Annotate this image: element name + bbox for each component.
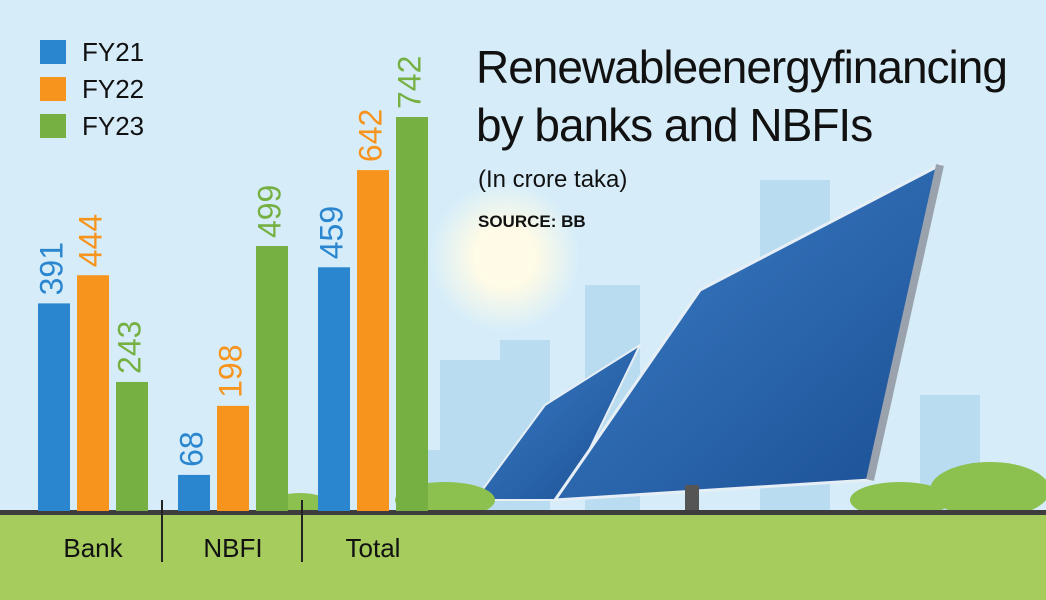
chart-subtitle: (In crore taka) — [478, 166, 628, 193]
value-label: 742 — [391, 56, 427, 109]
bar — [77, 275, 109, 511]
solar-panels — [473, 162, 944, 510]
baseline — [0, 510, 1046, 515]
source: SOURCE: BB — [478, 212, 586, 231]
legend-label: FY23 — [82, 111, 144, 141]
bar — [256, 246, 288, 511]
chart-title: Renewableenergyfinancing by banks and NB… — [476, 41, 1008, 151]
bar — [38, 303, 70, 511]
legend-label: FY22 — [82, 74, 144, 104]
legend-swatch — [40, 77, 66, 101]
bar — [357, 170, 389, 511]
x-tick-label: Bank — [63, 533, 123, 563]
x-tick-label: Total — [346, 533, 401, 563]
bar — [318, 267, 350, 511]
value-label: 444 — [72, 214, 108, 267]
bar — [217, 405, 249, 511]
legend-swatch — [40, 114, 66, 138]
bar — [396, 117, 428, 511]
x-tick-label: NBFI — [203, 533, 262, 563]
ground — [0, 514, 1046, 600]
value-label: 391 — [33, 242, 69, 295]
sun — [430, 182, 580, 332]
value-label: 642 — [352, 109, 388, 162]
value-label: 68 — [173, 431, 209, 467]
bar — [178, 474, 210, 511]
legend-label: FY21 — [82, 37, 144, 67]
value-label: 243 — [111, 321, 147, 374]
bar — [116, 381, 148, 511]
value-label: 499 — [251, 185, 287, 238]
value-label: 198 — [212, 344, 248, 397]
value-label: 459 — [313, 206, 349, 259]
legend-swatch — [40, 40, 66, 64]
